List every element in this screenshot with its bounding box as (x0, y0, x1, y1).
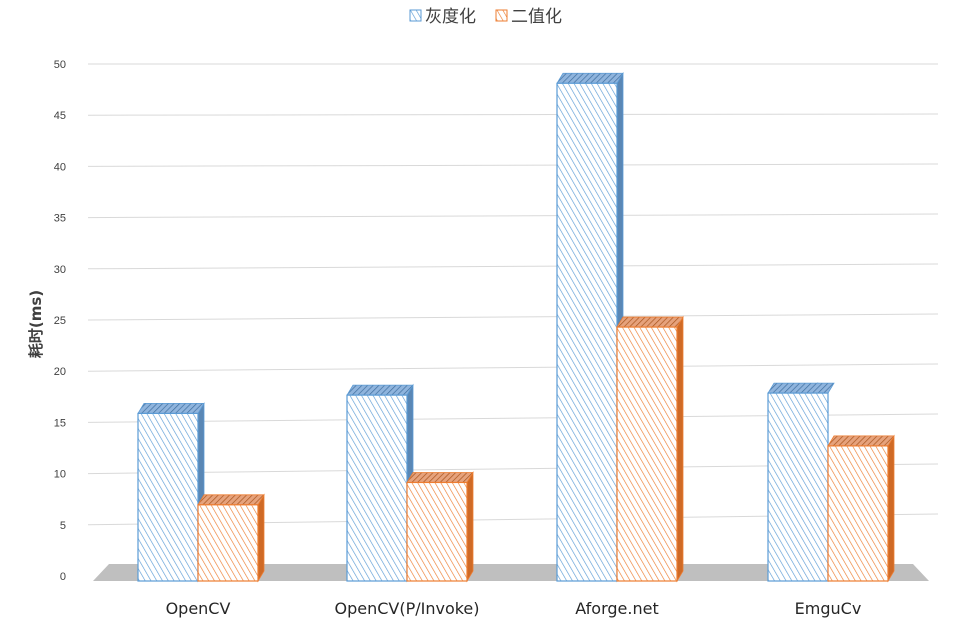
y-tick-label: 45 (54, 110, 66, 122)
floor-plane (93, 564, 929, 581)
legend-swatch-grayscale (409, 9, 422, 22)
y-tick-label: 5 (60, 520, 66, 532)
gridline (87, 313, 939, 321)
x-axis-categories: OpenCV OpenCV(P/Invoke) Aforge.net EmguCv (166, 599, 862, 618)
bar-front-face (827, 445, 889, 582)
bar-front-face (346, 394, 408, 582)
bar-front-face (616, 326, 678, 582)
gridline (87, 263, 939, 270)
y-axis-ticks: 0 5 10 15 20 25 30 35 40 45 50 (54, 59, 66, 583)
x-category-label: OpenCV (166, 599, 231, 618)
bar-grayscale (556, 71, 624, 583)
bar-grayscale (346, 383, 414, 583)
bar-front-face (197, 504, 259, 582)
bar-front-face (137, 412, 199, 582)
gridline (87, 113, 939, 116)
bar-top-face (827, 435, 895, 447)
bar-binarization (827, 434, 895, 583)
y-tick-label: 40 (54, 161, 66, 173)
bar-front-face (556, 82, 618, 582)
gridline (87, 363, 939, 372)
x-category-label: Aforge.net (575, 599, 658, 618)
bar-top-face (137, 403, 205, 414)
y-tick-label: 30 (54, 264, 66, 276)
legend-label-grayscale: 灰度化 (425, 7, 476, 27)
y-tick-label: 50 (54, 59, 66, 71)
bar-front-face (767, 392, 829, 582)
y-axis-title: 耗时(ms) (27, 290, 45, 358)
gridline (87, 213, 939, 219)
bar-side-face (466, 471, 474, 583)
legend-item-binarization[interactable]: 二值化 (495, 7, 562, 27)
bar-binarization (197, 493, 265, 583)
gridline (87, 163, 939, 167)
bar-top-face (616, 316, 684, 328)
y-tick-label: 0 (60, 571, 66, 583)
legend-swatch-binarization (495, 9, 508, 22)
bar-top-face (767, 382, 835, 394)
legend: 灰度化 二值化 (409, 7, 562, 27)
bar-top-face (556, 72, 624, 84)
y-tick-label: 35 (54, 213, 66, 225)
bar-grayscale (137, 401, 205, 583)
bar-side-face (676, 315, 684, 583)
bar-side-face (257, 493, 265, 583)
y-tick-label: 25 (54, 315, 66, 327)
x-category-label: OpenCV(P/Invoke) (334, 599, 479, 618)
bar-side-face (887, 434, 895, 583)
legend-item-grayscale[interactable]: 灰度化 (409, 7, 476, 27)
legend-label-binarization: 二值化 (511, 7, 562, 27)
bar-binarization (616, 315, 684, 583)
bars (137, 71, 895, 583)
bar-front-face (406, 481, 468, 582)
x-category-label: EmguCv (795, 599, 862, 618)
y-tick-label: 20 (54, 366, 66, 378)
bar-top-face (406, 472, 474, 483)
bar-grayscale (767, 382, 835, 582)
bar-top-face (197, 494, 265, 506)
y-tick-label: 15 (54, 417, 66, 429)
y-tick-label: 10 (54, 469, 66, 481)
bar-binarization (406, 471, 474, 583)
bar-top-face (346, 384, 414, 396)
